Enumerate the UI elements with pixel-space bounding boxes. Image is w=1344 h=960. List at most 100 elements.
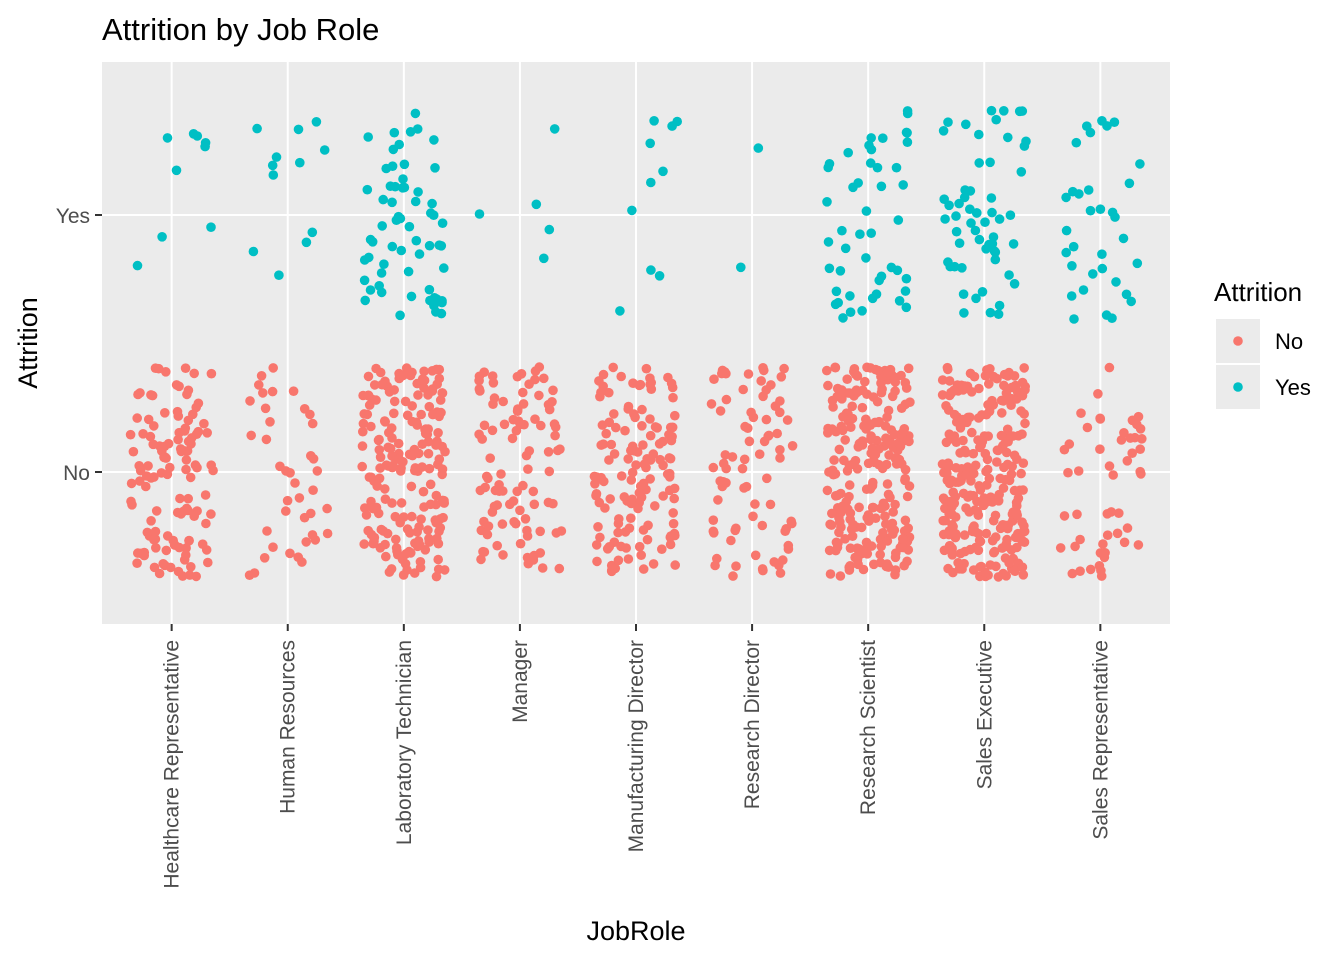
point-no xyxy=(515,505,525,516)
point-yes xyxy=(974,158,984,168)
point-yes xyxy=(866,133,876,143)
point-yes xyxy=(374,281,385,291)
point-yes xyxy=(395,310,405,321)
point-no xyxy=(378,526,389,536)
point-no xyxy=(267,386,278,397)
point-yes xyxy=(855,229,865,239)
point-yes xyxy=(961,119,971,130)
point-no xyxy=(281,506,291,516)
point-no xyxy=(1135,444,1145,455)
point-no xyxy=(756,376,766,386)
point-no xyxy=(763,431,773,441)
point-no xyxy=(730,525,740,536)
point-no xyxy=(1075,534,1085,545)
point-no xyxy=(434,373,445,384)
point-no xyxy=(862,549,873,559)
point-no xyxy=(995,523,1006,534)
point-no xyxy=(943,364,953,375)
point-no xyxy=(608,362,618,373)
point-yes xyxy=(410,196,421,207)
point-yes xyxy=(398,174,408,184)
point-no xyxy=(413,390,423,400)
point-no xyxy=(181,455,192,465)
point-no xyxy=(665,422,676,433)
point-no xyxy=(258,388,268,398)
point-no xyxy=(181,550,191,560)
point-no xyxy=(189,368,199,379)
point-no xyxy=(537,563,548,573)
point-no xyxy=(825,569,836,579)
point-no xyxy=(963,492,973,502)
point-no xyxy=(366,496,376,507)
point-no xyxy=(840,534,850,544)
point-no xyxy=(826,520,837,530)
point-no xyxy=(480,482,491,493)
point-yes xyxy=(387,241,398,252)
point-no xyxy=(987,395,997,406)
point-yes xyxy=(431,307,441,317)
point-yes xyxy=(646,265,656,275)
point-no xyxy=(171,380,182,390)
point-yes xyxy=(1124,178,1135,189)
point-no xyxy=(959,445,970,456)
point-no xyxy=(512,486,522,497)
point-no xyxy=(1017,562,1028,572)
point-no xyxy=(710,560,720,571)
point-yes xyxy=(1083,185,1094,195)
point-no xyxy=(1010,532,1021,543)
point-no xyxy=(184,535,194,546)
point-no xyxy=(840,435,850,445)
point-yes xyxy=(1109,117,1120,127)
point-no xyxy=(143,414,154,425)
point-yes xyxy=(902,108,913,119)
point-no xyxy=(944,529,954,540)
point-no xyxy=(436,407,446,418)
point-no xyxy=(523,464,533,475)
point-no xyxy=(596,387,606,398)
point-yes xyxy=(954,198,964,209)
point-no xyxy=(847,413,858,424)
point-no xyxy=(883,367,893,378)
point-yes xyxy=(980,217,990,227)
point-yes xyxy=(970,225,981,236)
point-no xyxy=(490,485,501,496)
point-no xyxy=(1095,414,1106,424)
point-yes xyxy=(838,313,848,323)
point-yes xyxy=(387,197,397,208)
point-yes xyxy=(1082,121,1092,131)
point-no xyxy=(498,550,508,560)
point-no xyxy=(1104,461,1115,471)
point-no xyxy=(165,462,175,473)
point-no xyxy=(507,433,518,444)
point-yes xyxy=(319,145,330,155)
point-no xyxy=(190,460,201,470)
point-yes xyxy=(1135,159,1145,169)
point-no xyxy=(900,475,910,486)
point-no xyxy=(866,541,877,551)
point-yes xyxy=(363,132,374,142)
point-yes xyxy=(404,221,415,232)
point-yes xyxy=(867,293,878,304)
point-no xyxy=(827,465,838,476)
point-no xyxy=(823,380,833,391)
point-no xyxy=(150,526,161,537)
point-no xyxy=(544,404,555,415)
point-no xyxy=(938,515,948,526)
point-no xyxy=(884,450,894,460)
point-no xyxy=(890,372,901,383)
point-no xyxy=(512,371,523,382)
point-no xyxy=(520,514,531,524)
x-tick-label: Laboratory Technician xyxy=(393,640,416,845)
point-no xyxy=(1009,371,1020,381)
point-no xyxy=(658,436,668,447)
point-no xyxy=(417,439,428,450)
point-no xyxy=(393,438,404,449)
point-no xyxy=(1136,469,1146,479)
point-no xyxy=(425,479,436,490)
point-no xyxy=(981,528,992,539)
point-no xyxy=(412,420,423,430)
point-no xyxy=(652,423,662,433)
point-no xyxy=(358,418,369,429)
point-no xyxy=(996,430,1007,441)
